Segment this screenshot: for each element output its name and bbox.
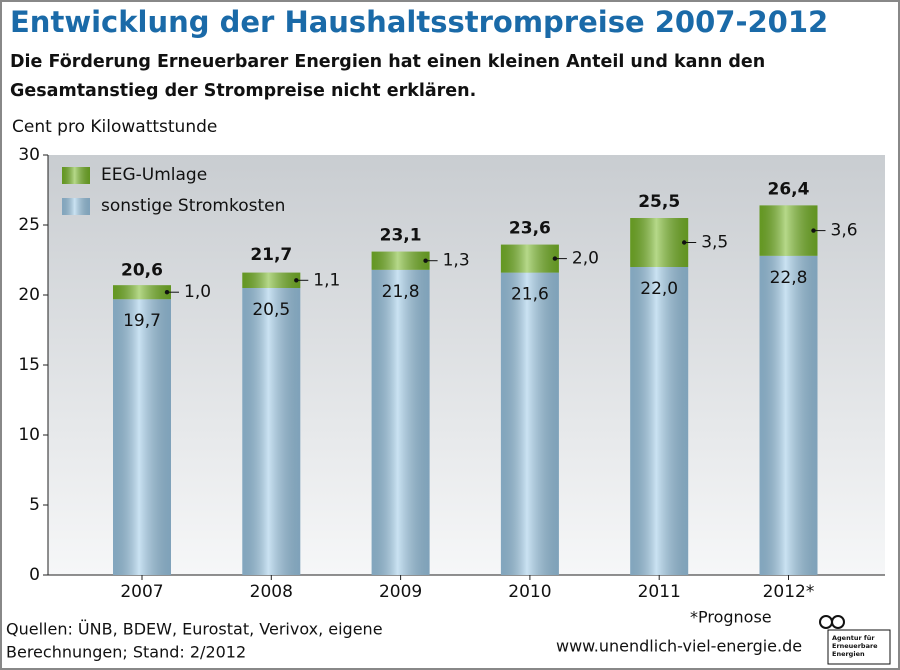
value-label: 2,0 — [572, 249, 599, 269]
logo-text: Agentur für — [832, 634, 875, 642]
logo-box — [827, 629, 891, 665]
value-label: 1,3 — [443, 251, 470, 271]
x-tick-label: 2009 — [379, 582, 422, 602]
subtitle: Die Förderung Erneuerbarer Energien hat … — [10, 52, 765, 72]
x-tick-label: 2011 — [638, 582, 681, 602]
x-tick-label: 2012* — [763, 582, 815, 602]
url: www.unendlich-viel-energie.de — [556, 637, 802, 656]
bar-shine — [500, 244, 559, 273]
leader-dot — [164, 290, 170, 295]
total-label: 23,1 — [380, 226, 422, 246]
logo-text: Erneuerbare — [832, 642, 878, 650]
chart-title: Entwicklung der Haushaltsstrompreise 200… — [10, 5, 828, 39]
value-label: 20,5 — [252, 300, 290, 320]
y-tick-label: 10 — [18, 425, 40, 445]
bar-shine — [242, 272, 301, 288]
value-label: 1,0 — [184, 282, 211, 302]
bar-shine — [759, 205, 818, 256]
legend-label: sonstige Stromkosten — [101, 196, 285, 216]
value-label: 1,1 — [313, 270, 340, 290]
bar-shine — [113, 285, 171, 300]
logo-ring — [819, 615, 833, 629]
bar-shine — [371, 269, 430, 575]
logo-ring — [831, 615, 845, 629]
y-tick-label: 20 — [18, 285, 40, 305]
logo: Agentur für Erneuerbare Energien — [819, 615, 891, 665]
leader-dot — [423, 258, 428, 263]
y-tick-label: 15 — [18, 355, 40, 375]
y-tick-label: 0 — [29, 565, 40, 585]
value-label: 22,0 — [640, 279, 678, 299]
bar-shine — [371, 251, 430, 270]
leader-dot — [811, 228, 816, 233]
source: Berechnungen; Stand: 2/2012 — [6, 643, 246, 662]
y-tick-label: 25 — [18, 215, 40, 235]
legend-label: EEG-Umlage — [101, 165, 207, 185]
leader-dot — [294, 278, 299, 283]
value-label: 3,6 — [831, 221, 858, 241]
y-tick-label: 30 — [18, 145, 40, 165]
legend-shine — [62, 198, 90, 215]
total-label: 21,7 — [250, 245, 292, 265]
leader-dot — [682, 240, 687, 245]
plot-area — [48, 155, 885, 575]
value-label: 21,8 — [382, 282, 420, 302]
source: Quellen: ÜNB, BDEW, Eurostat, Verivox, e… — [6, 620, 383, 639]
value-label: 19,7 — [123, 311, 161, 331]
footnote: *Prognose — [690, 608, 772, 627]
bar-shine — [630, 267, 689, 575]
x-tick-label: 2010 — [508, 582, 551, 602]
subtitle: Gesamtanstieg der Strompreise nicht erkl… — [10, 81, 476, 101]
value-label: 21,6 — [511, 285, 549, 305]
total-label: 25,5 — [638, 192, 680, 212]
bar-shine — [242, 288, 301, 575]
y-tick-label: 5 — [29, 495, 40, 515]
total-label: 23,6 — [509, 219, 551, 239]
x-tick-label: 2008 — [250, 582, 293, 602]
x-tick-label: 2007 — [120, 582, 163, 602]
bar-shine — [500, 272, 559, 575]
bar-shine — [630, 218, 689, 267]
legend-shine — [62, 167, 90, 184]
value-label: 3,5 — [701, 233, 728, 253]
leader-dot — [552, 256, 558, 261]
bar-shine — [113, 299, 171, 575]
logo-text: Energien — [832, 650, 865, 658]
total-label: 26,4 — [768, 179, 810, 199]
total-label: 20,6 — [121, 261, 163, 281]
value-label: 22,8 — [770, 268, 808, 288]
y-axis-label: Cent pro Kilowattstunde — [12, 117, 217, 137]
bar-shine — [759, 255, 818, 576]
